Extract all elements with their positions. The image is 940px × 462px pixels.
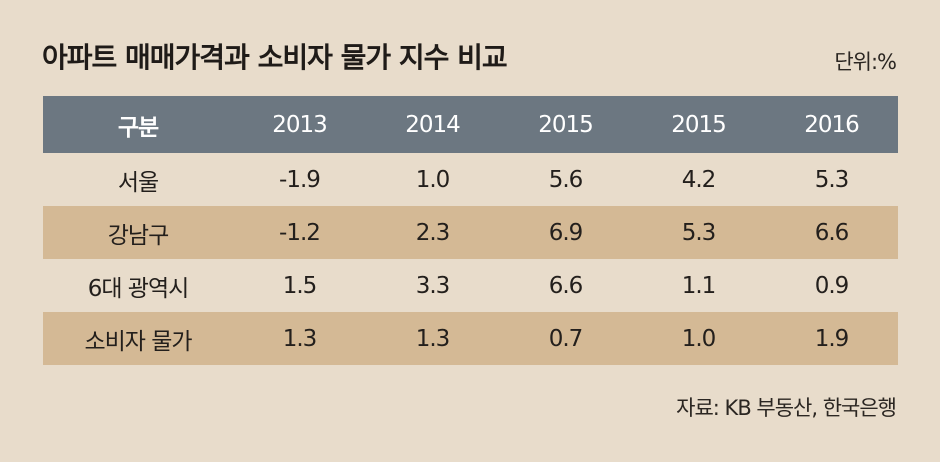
table-cell: 6.9 — [548, 219, 584, 246]
table-cell: 0.7 — [548, 325, 584, 352]
table-cell: 0.9 — [814, 272, 850, 299]
header-year: 2014 — [405, 111, 461, 138]
table-cell: 6.6 — [548, 272, 584, 299]
table-cell: 1.0 — [415, 166, 451, 193]
table-cell: 1.9 — [814, 325, 850, 352]
header-year: 2015 — [538, 111, 594, 138]
table-cell: 5.6 — [548, 166, 584, 193]
row-label: 서울 — [117, 169, 159, 196]
table-row: 6대 광역시 1.5 3.3 6.6 1.1 0.9 — [43, 259, 898, 312]
table-cell: 4.2 — [681, 166, 717, 193]
table-cell: -1.2 — [279, 219, 321, 246]
table-row: 소비자 물가 1.3 1.3 0.7 1.0 1.9 — [43, 312, 898, 365]
header-category: 구분 — [117, 114, 159, 141]
table-row: 강남구 -1.2 2.3 6.9 5.3 6.6 — [43, 206, 898, 259]
header-year: 2013 — [272, 111, 328, 138]
table-cell: 1.3 — [282, 325, 318, 352]
row-label: 강남구 — [107, 222, 169, 249]
table-cell: 1.3 — [415, 325, 451, 352]
table-cell: 3.3 — [415, 272, 451, 299]
table-header-row: 구분 2013 2014 2015 2015 2016 — [43, 96, 898, 153]
table-cell: 6.6 — [814, 219, 850, 246]
table-cell: 1.0 — [681, 325, 717, 352]
header-year: 2015 — [671, 111, 727, 138]
unit-label: 단위:% — [834, 50, 897, 74]
row-label: 6대 광역시 — [87, 275, 190, 302]
header-year: 2016 — [804, 111, 860, 138]
data-table: 구분 2013 2014 2015 2015 2016 서울 -1.9 1.0 … — [43, 96, 898, 365]
row-label: 소비자 물가 — [84, 328, 192, 355]
table-cell: 5.3 — [681, 219, 717, 246]
table-cell: 1.5 — [282, 272, 318, 299]
page-title: 아파트 매매가격과 소비자 물가 지수 비교 — [42, 41, 508, 74]
table-cell: -1.9 — [279, 166, 321, 193]
table-row: 서울 -1.9 1.0 5.6 4.2 5.3 — [43, 153, 898, 206]
source-note: 자료: KB 부동산, 한국은행 — [676, 396, 897, 420]
table-cell: 1.1 — [681, 272, 717, 299]
table-cell: 5.3 — [814, 166, 850, 193]
table-cell: 2.3 — [415, 219, 451, 246]
